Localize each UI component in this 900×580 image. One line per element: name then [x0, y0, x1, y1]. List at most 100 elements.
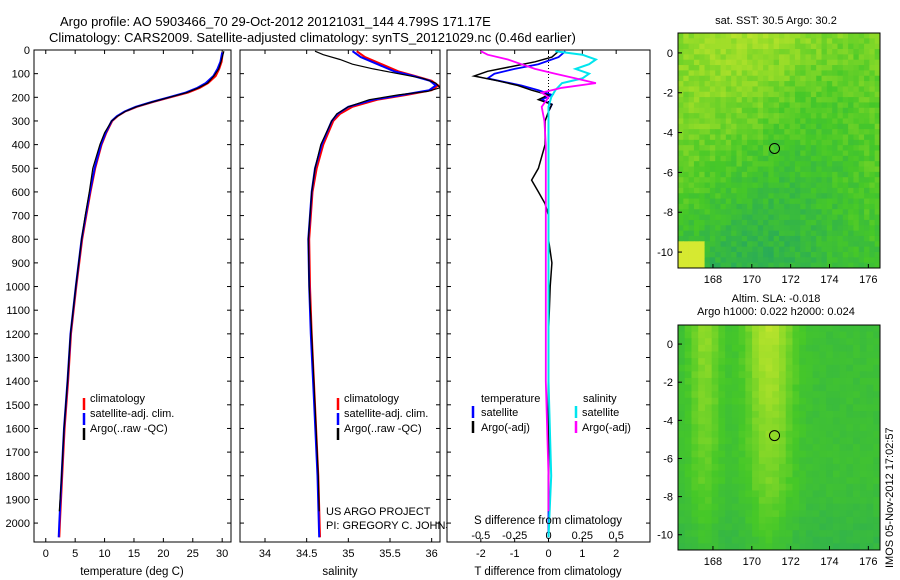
map-cell — [848, 91, 854, 98]
map-cell — [757, 59, 764, 66]
map-cell — [699, 198, 706, 205]
map-cell — [693, 193, 700, 200]
map-cell — [805, 113, 812, 119]
map-cell — [731, 536, 740, 544]
map-cell — [711, 523, 719, 531]
map-cell — [842, 150, 849, 157]
map-cell — [718, 358, 726, 366]
map-cell — [805, 182, 812, 189]
map-cell — [741, 235, 748, 242]
map-cell — [720, 123, 727, 130]
map-cell — [738, 503, 746, 511]
map-cell — [698, 411, 706, 419]
map-cell — [736, 209, 743, 216]
map-cell — [715, 246, 722, 253]
map-cell — [678, 171, 684, 178]
map-cell — [800, 193, 807, 200]
map-cell — [779, 155, 785, 162]
lon-tick-label: 172 — [781, 556, 799, 568]
map-cell — [869, 166, 876, 173]
map-cell — [821, 70, 828, 77]
map-cell — [853, 177, 860, 184]
map-cell — [805, 214, 812, 221]
map-cell — [832, 411, 841, 419]
map-cell — [846, 325, 854, 333]
map-cell — [699, 257, 706, 264]
map-cell — [741, 70, 748, 77]
map-cell — [816, 150, 823, 157]
map-cell — [837, 70, 844, 77]
map-cell — [758, 543, 767, 550]
map-cell — [745, 331, 753, 339]
map-cell — [709, 113, 716, 119]
map-cell — [752, 444, 760, 452]
map-cell — [715, 59, 722, 66]
map-cell — [738, 364, 746, 372]
map-cell — [765, 536, 773, 544]
map-cell — [873, 391, 880, 399]
map-cell — [784, 38, 791, 45]
map-cell — [752, 483, 760, 491]
map-cell — [772, 417, 780, 425]
map-cell — [864, 33, 870, 39]
map-cell — [832, 219, 838, 226]
map-cell — [747, 102, 753, 109]
map-cell — [720, 113, 727, 119]
map-cell — [832, 33, 838, 39]
map-cell — [704, 166, 711, 173]
s-diff-tick-label: 0.25 — [572, 530, 593, 542]
map-cell — [789, 193, 796, 200]
map-cell — [747, 161, 753, 168]
map-cell — [800, 129, 807, 135]
map-cell — [789, 38, 796, 45]
map-cell — [832, 139, 838, 146]
map-cell — [839, 503, 847, 511]
map-cell — [741, 43, 748, 50]
map-cell — [794, 230, 801, 237]
map-cell — [752, 503, 760, 511]
map-cell — [800, 150, 807, 157]
map-cell — [704, 351, 713, 359]
map-cell — [725, 397, 733, 405]
map-cell — [752, 338, 760, 346]
map-cell — [812, 523, 820, 531]
map-cell — [731, 344, 740, 352]
map-cell — [794, 113, 801, 119]
map-cell — [839, 404, 847, 412]
map-cell — [826, 118, 833, 125]
map-cell — [709, 49, 716, 55]
map-cell — [699, 139, 706, 146]
map-cell — [720, 118, 727, 125]
map-cell — [763, 38, 769, 45]
map-cell — [789, 70, 796, 77]
map-cell — [810, 257, 817, 264]
map-cell — [768, 59, 775, 66]
map-cell — [853, 193, 860, 200]
map-cell — [720, 38, 727, 45]
map-cell — [683, 107, 690, 114]
map-cell — [784, 193, 791, 200]
map-cell — [704, 139, 711, 146]
map-cell — [839, 364, 847, 372]
map-cell — [745, 325, 753, 333]
map-cell — [785, 477, 793, 485]
map-cell — [837, 203, 844, 210]
map-cell — [779, 219, 785, 226]
map-cell — [800, 70, 807, 77]
map-cell — [684, 530, 692, 538]
map-cell — [821, 145, 828, 151]
map-cell — [792, 351, 800, 359]
map-cell — [864, 182, 870, 189]
map-cell — [869, 86, 876, 93]
map-cell — [826, 246, 833, 253]
map-cell — [752, 457, 760, 465]
map-cell — [839, 397, 847, 405]
map-cell — [720, 257, 727, 264]
map-cell — [832, 470, 841, 478]
map-cell — [752, 171, 759, 178]
map-cell — [725, 161, 732, 168]
map-cell — [709, 241, 716, 248]
map-cell — [859, 417, 868, 425]
map-cell — [745, 404, 753, 412]
map-cell — [785, 470, 793, 478]
